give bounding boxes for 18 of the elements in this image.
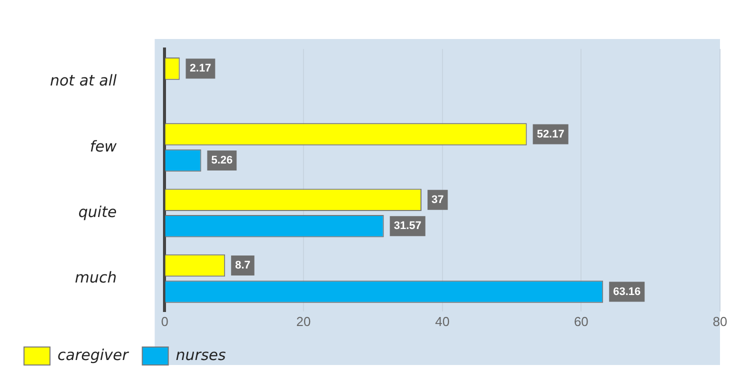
data-label: 63.16 — [613, 286, 641, 298]
data-label: 8.7 — [235, 260, 250, 272]
data-label: 5.26 — [211, 154, 233, 167]
y-tick-label: quite — [78, 202, 117, 221]
data-label: 2.17 — [190, 62, 212, 75]
legend-label: nurses — [176, 346, 226, 364]
legend-label: caregiver — [58, 346, 130, 364]
data-label: 31.57 — [394, 220, 422, 232]
y-tick-label: few — [90, 137, 118, 156]
x-tick-label: 20 — [296, 314, 311, 329]
data-label: 52.17 — [536, 128, 564, 140]
y-tick-label: much — [74, 268, 117, 286]
y-tick-label: not at all — [50, 72, 118, 90]
x-tick-label: 40 — [435, 314, 450, 329]
x-tick-label: 60 — [574, 314, 588, 329]
data-label: 37 — [432, 194, 444, 206]
x-tick-label: 80 — [712, 314, 728, 329]
x-tick-label: 0 — [161, 314, 168, 329]
